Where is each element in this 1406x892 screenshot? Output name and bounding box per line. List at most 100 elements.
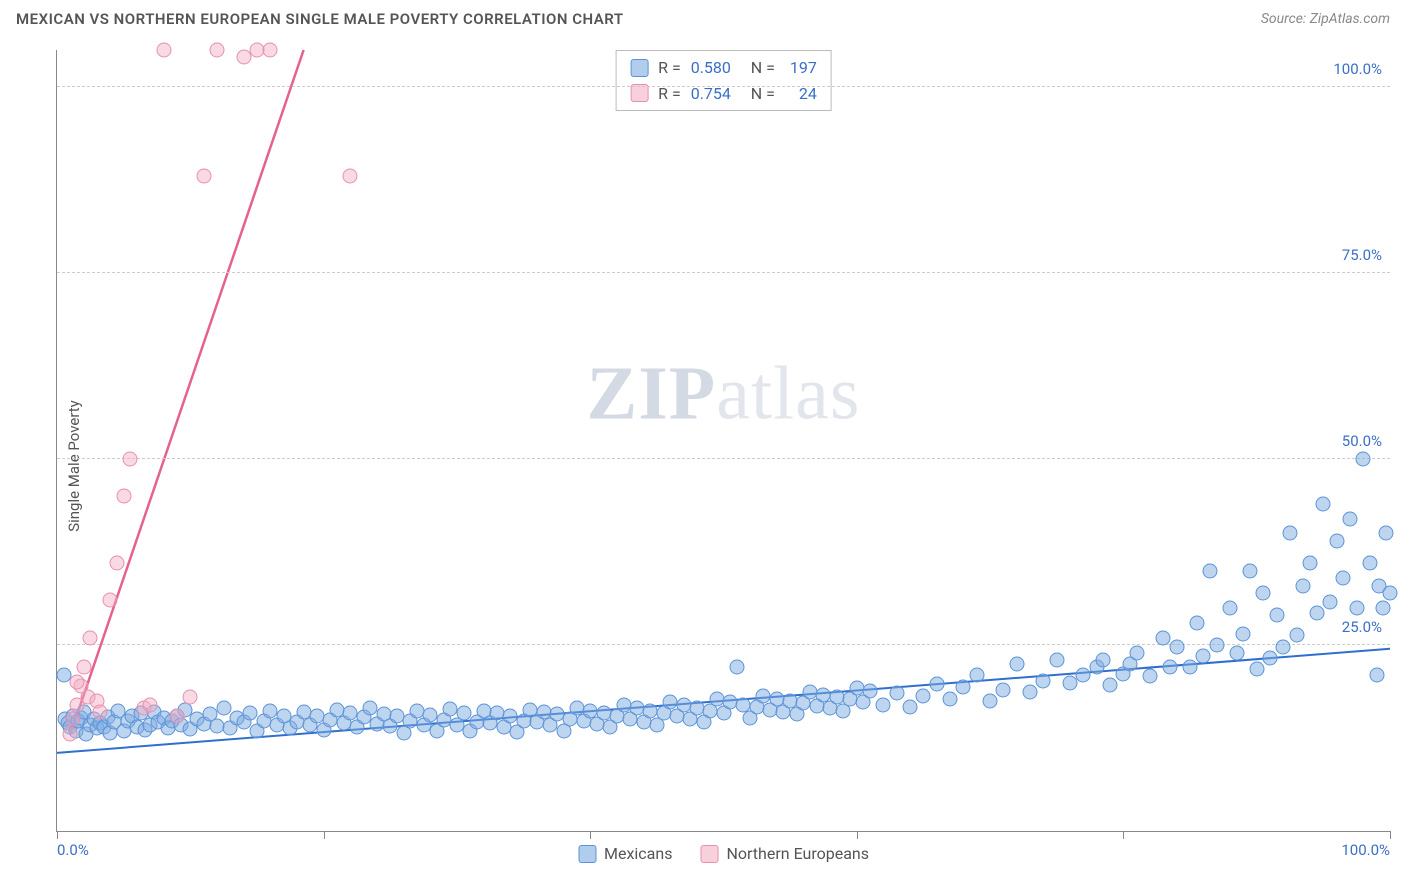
data-point [1129,645,1144,660]
data-point [1376,600,1391,615]
data-point [63,727,78,742]
data-point [996,682,1011,697]
y-tick-label: 25.0% [1342,618,1382,636]
data-point [1363,556,1378,571]
data-point [969,667,984,682]
data-point [143,697,158,712]
y-tick-label: 50.0% [1342,432,1382,450]
stats-row: R = 0.754 N = 24 [630,81,817,107]
data-point [183,690,198,705]
watermark: ZIPatlas [587,350,861,437]
gridline [57,86,1390,87]
data-point [1369,667,1384,682]
data-point [1249,661,1264,676]
data-point [1383,585,1398,600]
gridline [57,644,1390,645]
legend-label: Mexicans [604,844,672,863]
r-label: R = [658,81,681,107]
gridline [57,272,1390,273]
data-point [1009,656,1024,671]
x-tick [857,831,858,839]
r-label: R = [658,55,681,81]
data-point [216,701,231,716]
chart-title: MEXICAN VS NORTHERN EUROPEAN SINGLE MALE… [16,10,624,28]
data-point [916,688,931,703]
legend-label: Northern Europeans [726,844,869,863]
data-point [1296,578,1311,593]
data-point [109,556,124,571]
data-point [729,660,744,675]
data-point [1049,652,1064,667]
n-label: N = [751,55,775,81]
data-point [1303,556,1318,571]
data-point [209,43,224,58]
data-point [1269,608,1284,623]
data-point [169,708,184,723]
data-point [156,43,171,58]
n-label: N = [751,81,775,107]
data-point [1349,600,1364,615]
legend-swatch [578,845,596,863]
y-tick-label: 100.0% [1333,60,1382,78]
correlation-stats-box: R = 0.580 N = 197 R = 0.754 N = 24 [615,50,832,111]
n-value: 197 [785,55,817,81]
r-value: 0.580 [691,55,741,81]
data-point [1023,684,1038,699]
data-point [1309,606,1324,621]
data-point [1276,639,1291,654]
data-point [1189,615,1204,630]
data-point [1316,496,1331,511]
scatter-plot: ZIPatlas R =0.580N =197R =0.754N =24 Mex… [56,50,1390,832]
data-point [903,699,918,714]
data-point [1163,660,1178,675]
data-point [1209,638,1224,653]
data-point [1143,669,1158,684]
chart-header: MEXICAN VS NORTHERN EUROPEAN SINGLE MALE… [0,0,1406,34]
data-point [863,684,878,699]
y-tick-label: 75.0% [1342,246,1382,264]
data-point [1323,594,1338,609]
data-point [1289,628,1304,643]
x-tick [324,831,325,839]
data-point [1196,649,1211,664]
data-point [1329,533,1344,548]
data-point [1263,650,1278,665]
data-point [343,169,358,184]
r-value: 0.754 [691,81,741,107]
n-value: 24 [785,81,817,107]
data-point [123,452,138,467]
data-point [1203,563,1218,578]
data-point [929,677,944,692]
data-point [1229,645,1244,660]
data-point [116,489,131,504]
legend: Mexicans Northern Europeans [578,844,869,863]
data-point [103,593,118,608]
x-tick [1123,831,1124,839]
x-tick [57,831,58,839]
data-point [92,705,107,720]
data-point [1236,626,1251,641]
data-point [1283,526,1298,541]
data-point [263,43,278,58]
data-point [1336,571,1351,586]
data-point [76,660,91,675]
data-point [1223,600,1238,615]
data-point [1256,585,1271,600]
data-point [956,680,971,695]
data-point [943,691,958,706]
legend-item: Northern Europeans [700,844,869,863]
data-point [1156,630,1171,645]
data-point [876,697,891,712]
data-point [1169,639,1184,654]
chart-container: Single Male Poverty ZIPatlas R =0.580N =… [0,40,1406,892]
data-point [1343,511,1358,526]
data-point [1379,526,1394,541]
legend-swatch [630,59,648,77]
gridline [57,458,1390,459]
data-point [83,630,98,645]
x-tick [590,831,591,839]
data-point [1063,675,1078,690]
source-attribution: Source: ZipAtlas.com [1261,11,1390,27]
data-point [65,712,80,727]
x-tick [1390,831,1391,839]
